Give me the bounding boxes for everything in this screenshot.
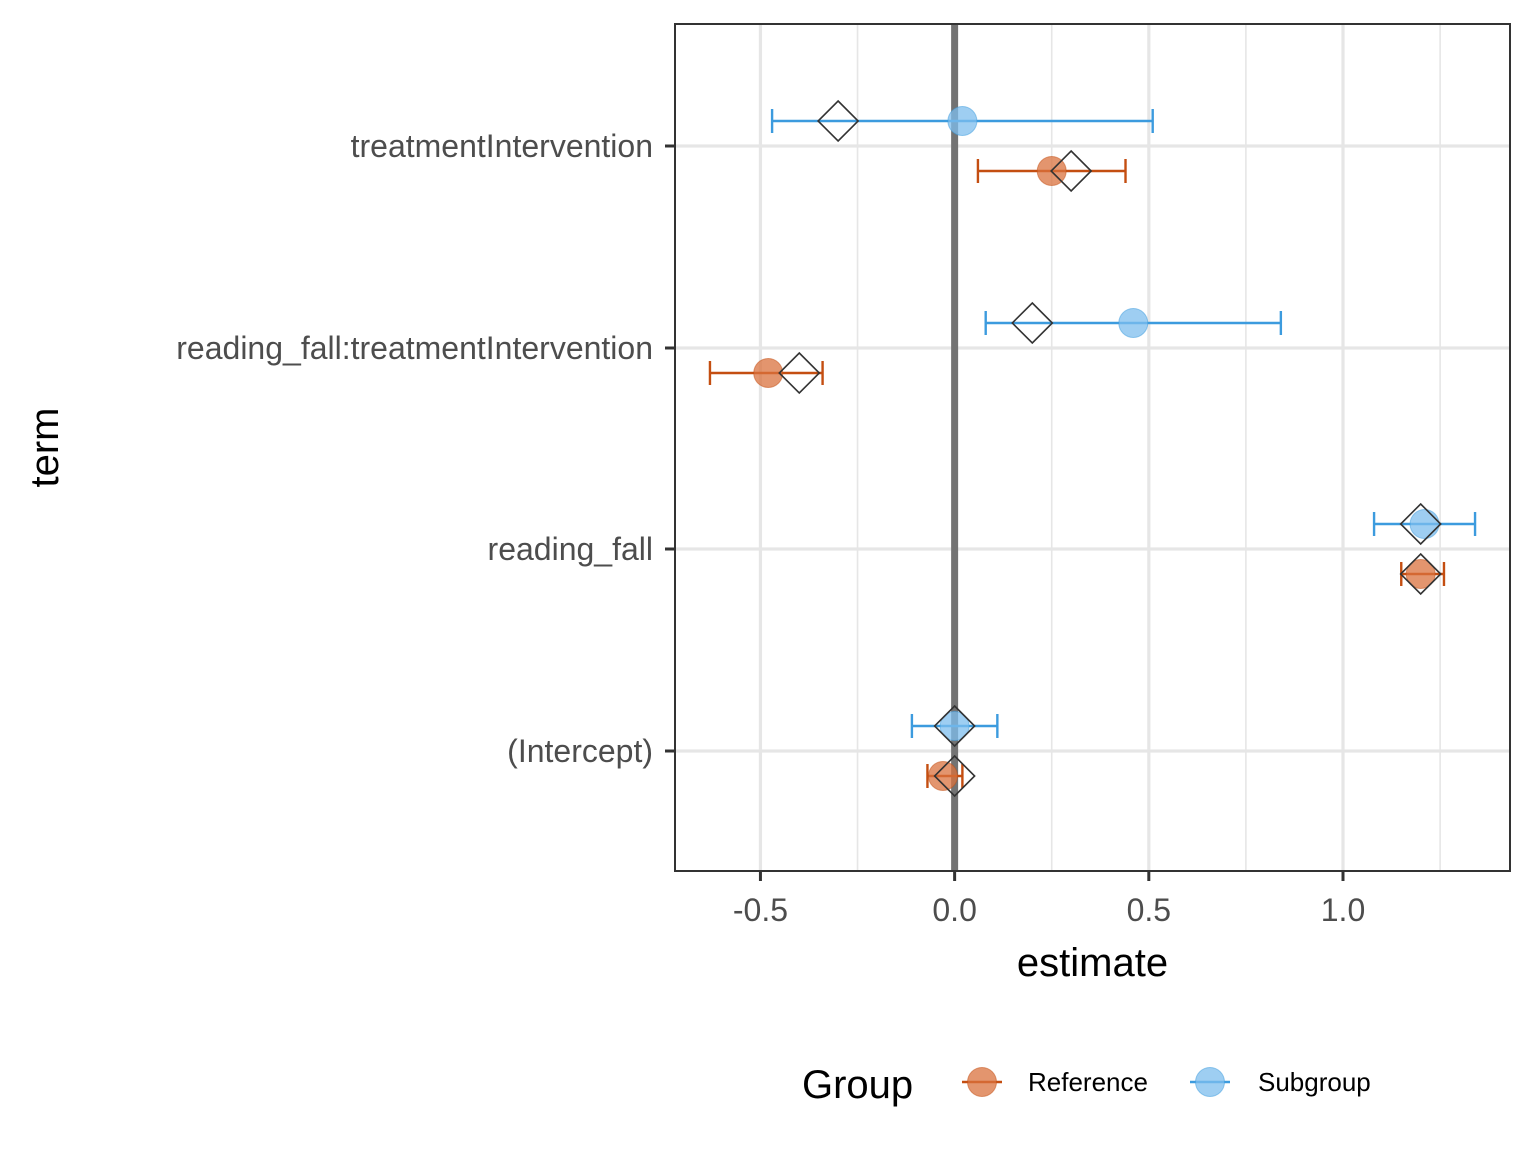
- diamond-marker: [933, 754, 976, 798]
- legend-label: Reference: [1028, 1067, 1148, 1097]
- subgroup-point-group: [984, 301, 1283, 345]
- x-tick-label: 0.0: [932, 892, 976, 928]
- reference-point-group: [708, 351, 824, 395]
- series-layer: [708, 99, 1477, 798]
- x-axis-title: estimate: [1017, 941, 1168, 985]
- subgroup-point-group: [1372, 502, 1477, 546]
- diamond-marker: [1399, 552, 1442, 596]
- subgroup-point-group: [770, 99, 1154, 143]
- legend-item-subgroup: Subgroup: [1190, 1067, 1371, 1097]
- y-tick-label: reading_fall: [488, 531, 653, 567]
- estimate-point: [927, 761, 958, 791]
- diamond-marker: [1399, 502, 1442, 546]
- y-tick-label: treatmentIntervention: [351, 128, 653, 164]
- legend-title: Group: [802, 1063, 913, 1107]
- legend-label: Subgroup: [1258, 1067, 1371, 1097]
- estimate-point: [1405, 559, 1436, 589]
- legend-key-point: [1195, 1067, 1225, 1097]
- legend-item-reference: Reference: [962, 1067, 1148, 1097]
- estimate-point: [947, 106, 978, 136]
- x-tick-label: -0.5: [733, 892, 788, 928]
- diamond-marker: [816, 99, 860, 143]
- y-tick-label: reading_fall:treatmentIntervention: [176, 330, 653, 366]
- grid-layer: [675, 24, 1510, 871]
- y-tick-label: (Intercept): [507, 733, 653, 769]
- panel-border: [674, 23, 1511, 872]
- diamond-marker: [1011, 301, 1054, 345]
- subgroup-point-group: [910, 704, 999, 748]
- estimate-point: [753, 358, 784, 388]
- legend: Group Reference Subgroup: [802, 1063, 1371, 1107]
- reference-point-group: [976, 149, 1127, 193]
- estimate-point: [1118, 308, 1149, 338]
- diamond-marker: [778, 351, 821, 395]
- reference-point-group: [1399, 552, 1446, 596]
- reference-point-group: [926, 754, 976, 798]
- y-axis-title: term: [23, 408, 67, 488]
- estimate-point: [1409, 509, 1440, 539]
- y-axis: treatmentIntervention reading_fall:treatm…: [176, 128, 675, 769]
- estimate-point: [939, 711, 970, 741]
- legend-key-point: [967, 1067, 997, 1097]
- diamond-marker: [1050, 149, 1093, 193]
- diamond-marker: [933, 704, 976, 748]
- x-tick-label: 1.0: [1321, 892, 1365, 928]
- x-axis: -0.5 0.0 0.5 1.0: [733, 871, 1365, 928]
- x-tick-label: 0.5: [1127, 892, 1171, 928]
